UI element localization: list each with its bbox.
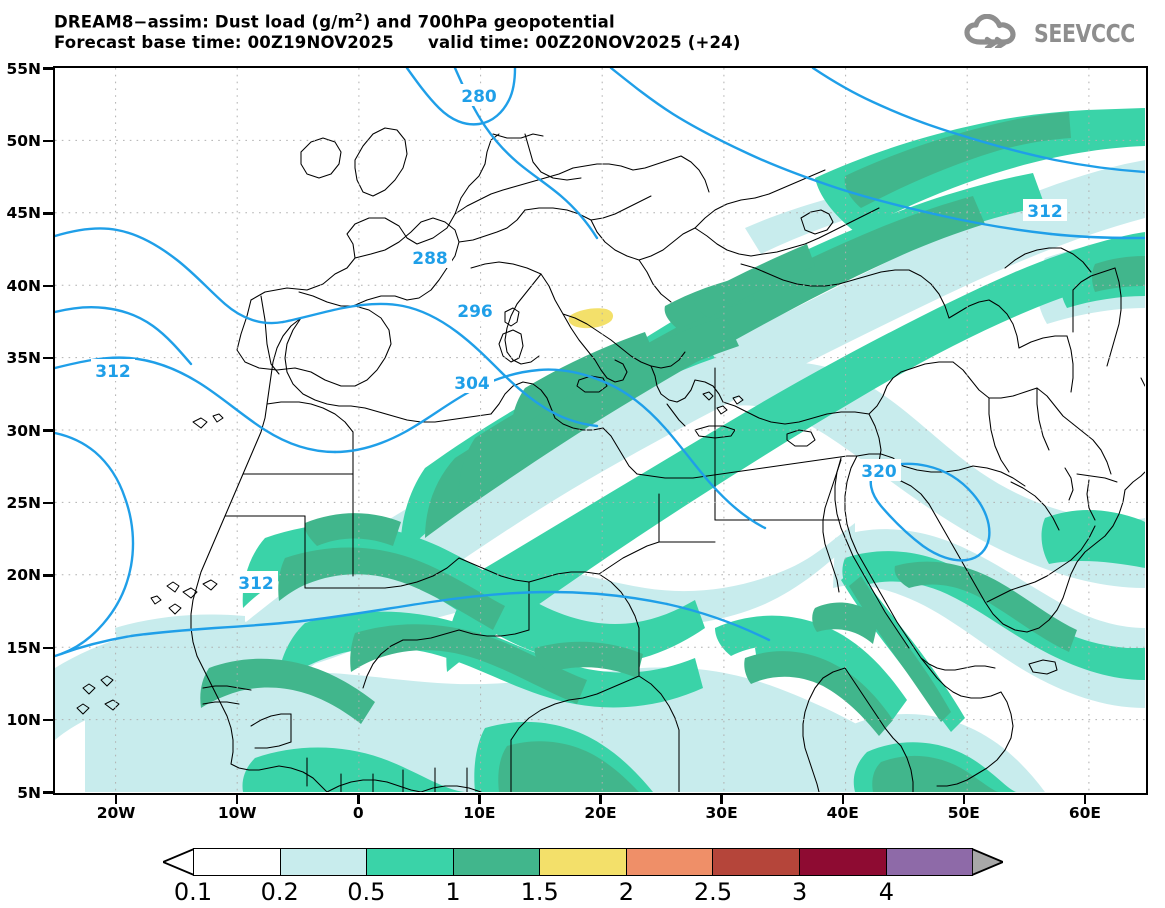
x-axis-tick-mark	[1083, 795, 1087, 804]
x-axis-tick-label: 30E	[705, 804, 738, 822]
chart-title-post: ) and 700hPa geopotential	[362, 12, 615, 32]
map-plot-area[interactable]: 280 288 296 304	[53, 66, 1148, 795]
colorbar-tick-label: 4	[878, 878, 894, 906]
colorbar-under-arrow	[163, 848, 194, 876]
x-axis-tick-label: 50E	[947, 804, 980, 822]
svg-text:312: 312	[238, 574, 274, 594]
colorbar-tick-label: 0.1	[173, 878, 213, 906]
y-axis-tick-mark	[43, 501, 53, 505]
x-axis-tick-mark	[357, 795, 360, 804]
colorbar-band[interactable]	[194, 849, 281, 875]
y-axis-tick-mark	[43, 212, 53, 215]
svg-text:304: 304	[454, 374, 490, 394]
colorbar-band[interactable]	[713, 849, 800, 875]
logo-text: SEEVCCC	[1033, 18, 1135, 48]
y-axis-tick-mark	[43, 574, 53, 577]
x-axis-tick-label: 20E	[584, 804, 617, 822]
x-axis-tick-mark	[720, 795, 723, 804]
y-axis-tick-mark	[43, 139, 53, 143]
colorbar-tick-label: 1	[445, 878, 461, 906]
contour-label-280: 280	[457, 84, 501, 107]
colorbar-band[interactable]	[540, 849, 627, 875]
colorbar-tick-labels: 0.1 0.2 0.5 1 1.5 2 2.5 3 4	[163, 878, 1003, 908]
x-axis-tick-mark	[235, 795, 239, 804]
contour-label-288: 288	[408, 246, 452, 269]
chart-title-line-1: DREAM8−assim: Dust load (g/m2) and 700hP…	[54, 8, 814, 33]
x-axis-tick-label: 40E	[826, 804, 859, 822]
x-axis-tick-label: 20W	[96, 804, 136, 822]
colorbar-bands[interactable]	[193, 848, 973, 876]
map-canvas: 280 288 296 304	[55, 68, 1145, 792]
x-axis-tick-label: 10E	[463, 804, 496, 822]
x-axis-tick-mark	[841, 795, 845, 804]
chart-title-superscript: 2	[354, 11, 363, 24]
svg-text:296: 296	[457, 302, 493, 322]
colorbar-band[interactable]	[453, 849, 541, 875]
dust-band-0.5-1	[200, 112, 1145, 792]
chart-title-line-2: Forecast base time: 00Z19NOV2025 valid ti…	[54, 33, 814, 53]
colorbar-over-arrow	[972, 848, 1003, 876]
y-axis-tick-mark	[43, 718, 53, 722]
colorbar-band[interactable]	[367, 849, 454, 875]
map-coastlines-and-borders	[76, 127, 1145, 792]
colorbar-tick-label: 0.5	[347, 878, 386, 906]
x-axis-tick-mark	[599, 795, 602, 804]
forecast-base-time: Forecast base time: 00Z19NOV2025	[54, 32, 394, 52]
y-axis-tick-label: 40N	[6, 276, 41, 295]
y-axis-tick-label: 35N	[6, 349, 41, 368]
chart-title-pre: DREAM8−assim: Dust load (g/m	[54, 12, 355, 32]
y-axis-tick-mark	[43, 356, 53, 360]
colorbar-band[interactable]	[799, 849, 887, 875]
y-axis-tick-label: 10N	[6, 711, 41, 730]
colorbar-band[interactable]	[626, 849, 714, 875]
y-axis-tick-label: 50N	[6, 131, 41, 150]
y-axis-tick-label: 30N	[6, 421, 41, 440]
colorbar-band[interactable]	[280, 849, 368, 875]
colorbar-tick-label: 1.5	[520, 878, 559, 906]
y-axis-tick-label: 5N	[17, 783, 41, 802]
colorbar-band[interactable]	[886, 849, 973, 875]
colorbar-tick-label: 2	[618, 878, 634, 906]
colorbar-tick-label: 2.5	[693, 878, 733, 906]
contour-label-320: 320	[857, 459, 901, 482]
x-axis-tick-mark	[114, 795, 118, 804]
svg-text:320: 320	[861, 462, 897, 482]
y-axis-tick-mark	[43, 67, 53, 70]
y-axis-tick-mark	[43, 284, 53, 287]
x-axis-tick-label: 0	[352, 804, 364, 822]
contour-label-312-sahel: 312	[234, 571, 278, 594]
svg-text:312: 312	[95, 362, 131, 382]
contour-label-312-west: 312	[91, 359, 135, 382]
y-axis-tick-mark	[43, 429, 53, 432]
cloud-arrow-icon	[964, 13, 1028, 52]
svg-text:288: 288	[412, 249, 448, 269]
y-axis-tick-label: 55N	[6, 59, 41, 78]
svg-text:312: 312	[1027, 202, 1063, 222]
contour-label-304: 304	[450, 371, 494, 394]
forecast-valid-time: valid time: 00Z20NOV2025 (+24)	[427, 32, 741, 52]
y-axis-tick-label: 20N	[6, 566, 41, 585]
y-axis-tick-label: 25N	[6, 493, 41, 512]
colorbar-tick-label: 3	[792, 878, 808, 906]
map-gridlines	[55, 68, 1145, 792]
y-axis-tick-mark	[43, 791, 53, 794]
contour-label-296: 296	[453, 299, 497, 322]
y-axis-tick-mark	[43, 646, 53, 649]
x-axis-tick-mark	[962, 795, 966, 804]
svg-text:280: 280	[461, 87, 497, 107]
seevccc-logo: SEEVCCC	[964, 13, 1157, 52]
colorbar[interactable]: 0.1 0.2 0.5 1 1.5 2 2.5 3 4	[163, 848, 1003, 906]
x-axis-tick-mark	[478, 795, 481, 804]
y-axis-tick-label: 15N	[6, 638, 41, 657]
colorbar-tick-label: 0.2	[260, 878, 299, 906]
y-axis-tick-label: 45N	[6, 204, 41, 223]
chart-title-block: DREAM8−assim: Dust load (g/m2) and 700hP…	[54, 8, 814, 53]
x-axis-tick-label: 10W	[217, 804, 257, 822]
contour-label-312-northeast: 312	[1023, 199, 1067, 222]
x-axis-tick-label: 60E	[1068, 804, 1102, 822]
contour-labels: 280 288 296 304	[91, 84, 1067, 594]
